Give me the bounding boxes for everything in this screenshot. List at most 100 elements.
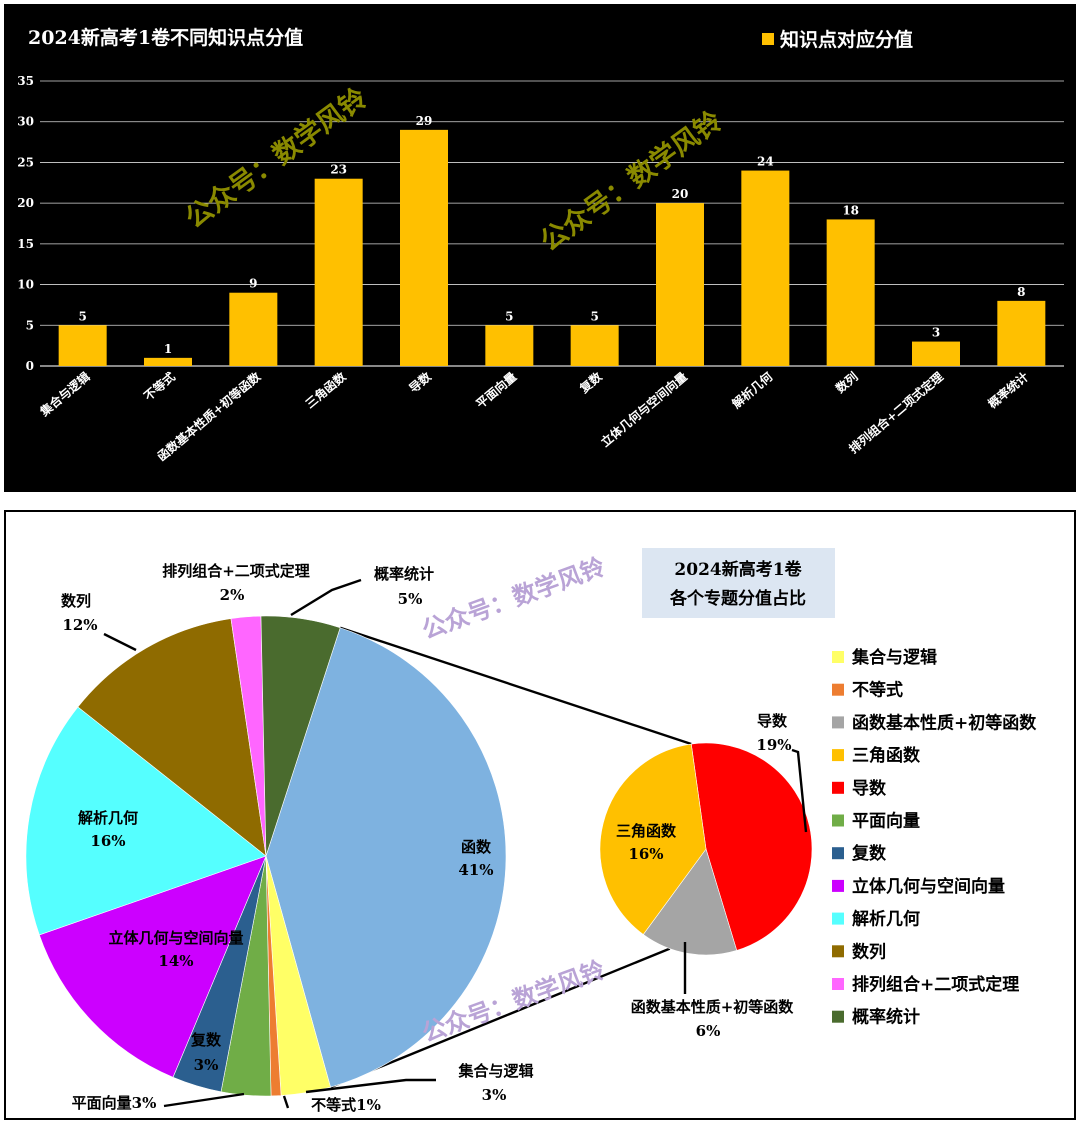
legend-swatch (832, 781, 844, 794)
bar-data-label: 5 (78, 309, 86, 323)
legend-label: 三角函数 (852, 745, 921, 766)
pie-data-labels: 函数 41% 集合与逻辑 3% 不等式1% 平面向量3% 复数 3% 立体几何与空间向量 14% 解… (61, 562, 794, 1114)
y-tick-label: 35 (17, 74, 34, 88)
pie-data-label: 三角函数 (616, 822, 677, 840)
legend-swatch (832, 1010, 844, 1023)
connector-line (330, 947, 671, 1089)
x-tick-label: 集合与逻辑 (36, 369, 92, 420)
pie-data-label: 复数 (190, 1031, 222, 1049)
legend-swatch (832, 814, 844, 827)
x-tick-label: 三角函数 (302, 368, 349, 411)
pie-data-label: 导数 (757, 712, 788, 730)
x-tick-label: 立体几何与空间向量 (598, 369, 690, 450)
legend-label: 立体几何与空间向量 (852, 876, 1005, 897)
bar-data-label: 23 (330, 163, 347, 177)
secondary-pie-slice (599, 743, 707, 935)
legend-label: 导数 (852, 778, 887, 799)
legend-swatch (832, 879, 844, 892)
legend-swatch (832, 847, 844, 860)
legend-swatch (832, 683, 844, 696)
bar-chart-title: 2024新高考1卷不同知识点分值 (28, 26, 303, 49)
legend-label: 不等式 (852, 680, 903, 701)
pie-slice (265, 627, 507, 1088)
pie-data-label: 5% (398, 590, 423, 608)
bar-data-label: 1 (164, 342, 172, 356)
pie-title-line2: 各个专题分值占比 (669, 588, 806, 609)
pie-data-label: 19% (756, 736, 791, 754)
bar-data-label: 29 (416, 114, 433, 128)
y-tick-label: 5 (26, 318, 34, 332)
leader-line (163, 1092, 245, 1108)
pie-slice (77, 618, 267, 857)
legend-label: 函数基本性质+初等函数 (852, 712, 1037, 733)
secondary-pie-slice (642, 848, 738, 956)
x-tick-label: 概率统计 (985, 369, 1031, 411)
leader-line (290, 578, 362, 617)
legend-swatch (832, 749, 844, 762)
bar-chart: 2024新高考1卷不同知识点分值 知识点对应分值 05101520253035 … (17, 26, 1064, 464)
pie-data-label: 数列 (61, 592, 91, 610)
pie-leader-lines (103, 578, 808, 1109)
pie-title-line1: 2024新高考1卷 (674, 559, 802, 580)
y-tick-label: 0 (26, 359, 34, 373)
bar-data-label: 3 (932, 326, 940, 340)
pie-slice (38, 855, 267, 1078)
bar-legend: 知识点对应分值 (762, 28, 913, 51)
pie-data-label: 6% (696, 1022, 721, 1040)
pie-data-label: 16% (90, 832, 125, 850)
bar-data-label: 24 (757, 155, 774, 169)
x-tick-label: 解析几何 (729, 369, 775, 411)
bar-legend-label: 知识点对应分值 (780, 28, 913, 51)
pie-title-box: 2024新高考1卷 各个专题分值占比 (642, 548, 835, 618)
secondary-pie (599, 742, 813, 956)
pie-data-label: 集合与逻辑 (457, 1062, 533, 1080)
watermark: 公众号：数学风铃 (418, 552, 608, 645)
leader-line (103, 632, 137, 652)
pie-title-background (642, 548, 835, 618)
legend-swatch (832, 912, 844, 925)
legend-label: 解析几何 (852, 909, 920, 930)
bar (58, 325, 107, 366)
bar (741, 170, 790, 366)
pie-chart-panel: 2024新高考1卷 各个专题分值占比 函数 41% 集合与逻辑 3% 不等式1% 平面向量… (4, 510, 1076, 1120)
legend-label: 数列 (852, 941, 886, 962)
bar-y-axis: 0 5 10 15 20 25 30 35 (17, 74, 34, 373)
legend-label: 排列组合+二项式定理 (852, 974, 1019, 995)
legend-label: 复数 (851, 843, 887, 864)
pie-data-label: 16% (628, 845, 663, 863)
bar-data-label: 18 (842, 203, 859, 217)
y-tick-label: 30 (17, 115, 34, 129)
bar-data-label: 8 (1017, 285, 1025, 299)
pie-data-label: 3% (482, 1086, 507, 1104)
x-tick-label: 平面向量 (473, 369, 519, 411)
pie-data-label: 排列组合+二项式定理 (162, 562, 310, 580)
legend-label: 平面向量 (852, 811, 920, 832)
leader-line (791, 748, 808, 833)
bar (229, 292, 278, 366)
bar-series: 5 1 9 23 29 5 5 20 24 18 3 8 (58, 114, 1046, 366)
legend-label: 概率统计 (852, 1007, 920, 1028)
pie-data-label: 3% (194, 1056, 219, 1074)
bar (144, 357, 192, 366)
x-tick-label: 排列组合+二项式定理 (846, 369, 946, 456)
bar (826, 219, 875, 366)
pie-chart: 2024新高考1卷 各个专题分值占比 函数 41% 集合与逻辑 3% 不等式1% 平面向量… (25, 548, 1037, 1114)
y-tick-label: 10 (17, 278, 34, 292)
bar (656, 203, 704, 366)
bar (997, 300, 1046, 366)
bar-data-label: 9 (249, 277, 257, 291)
bar (570, 325, 619, 366)
pie-data-label: 平面向量3% (72, 1094, 157, 1112)
x-tick-label: 导数 (406, 368, 435, 396)
pie-data-label: 解析几何 (78, 809, 138, 827)
bar-watermarks: 公众号：数学风铃 公众号：数学风铃 (179, 82, 728, 258)
bar-data-label: 20 (672, 187, 689, 201)
pie-data-label: 立体几何与空间向量 (108, 929, 243, 947)
y-tick-label: 15 (17, 237, 34, 251)
pie-connector-lines (330, 626, 692, 1089)
pie-slice (25, 706, 267, 936)
main-pie (25, 615, 507, 1097)
legend-swatch (832, 978, 844, 990)
pie-data-label: 函数 (461, 838, 492, 856)
